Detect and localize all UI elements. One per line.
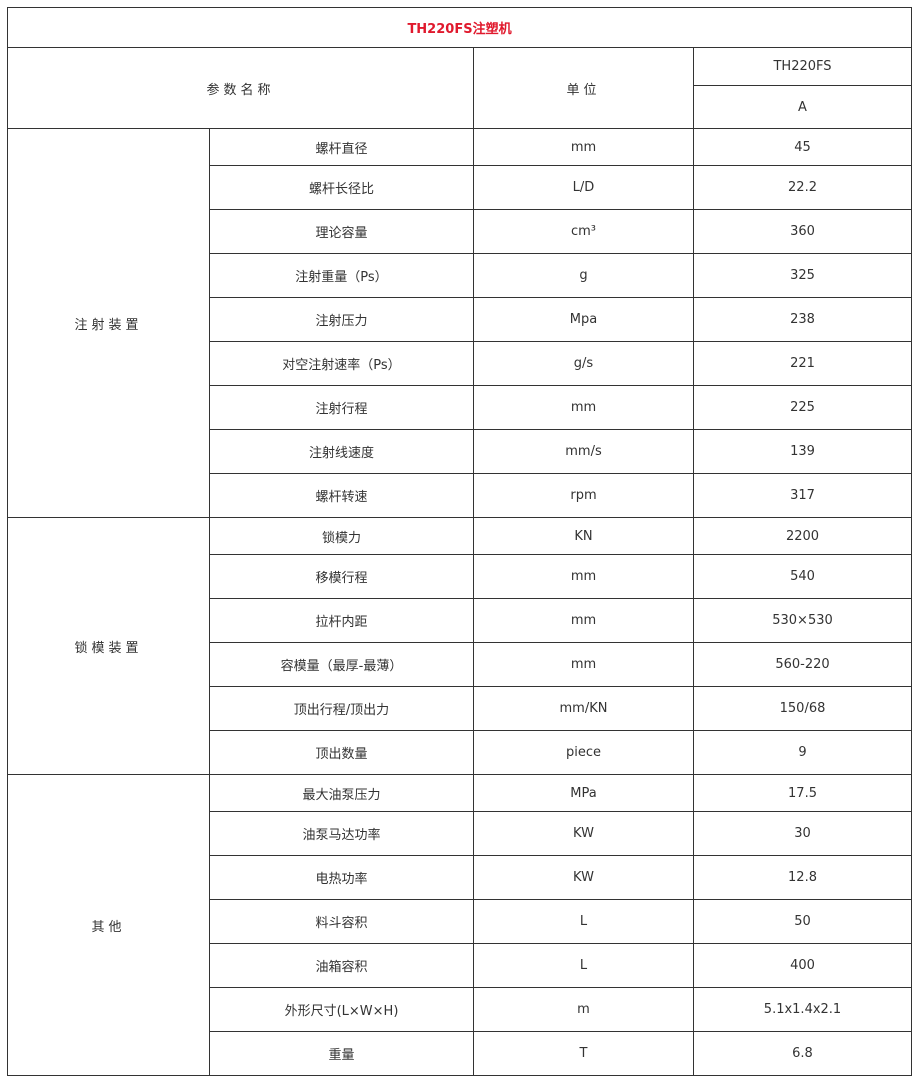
unit-cell: T	[473, 1031, 694, 1076]
param-cell: 锁模力	[209, 517, 474, 555]
value-cell: 221	[692, 341, 913, 386]
param-cell: 料斗容积	[209, 899, 474, 944]
value-cell: 325	[692, 253, 913, 298]
spec-table: TH220FS注塑机 参数名称 单位 TH220FS A 注射装置 螺杆直径 mm 4…	[6, 7, 913, 1076]
table-row: 锁模装置 锁模力 KN 2200	[7, 517, 913, 775]
unit-cell: mm	[473, 642, 694, 687]
unit-cell: piece	[473, 730, 694, 775]
table-row: 料斗容积 L 50	[8, 899, 913, 944]
param-cell: 注射压力	[209, 297, 474, 342]
table-row: 注射重量（Ps） g 325	[8, 253, 913, 298]
unit-cell: L	[473, 943, 694, 988]
value-cell: 2200	[692, 517, 913, 555]
group-name: 锁模装置	[7, 517, 210, 775]
header-variant: A	[692, 85, 913, 129]
header-param-name: 参数名称	[7, 47, 474, 129]
param-cell: 注射重量（Ps）	[209, 253, 474, 298]
value-cell: 17.5	[692, 774, 913, 812]
unit-cell: KW	[473, 855, 694, 900]
table-row: 容模量（最厚-最薄） mm 560-220	[8, 642, 913, 687]
value-cell: 6.8	[692, 1031, 913, 1076]
table-row: 理论容量 cm³ 360	[8, 209, 913, 254]
param-cell: 重量	[209, 1031, 474, 1076]
param-cell: 螺杆长径比	[209, 165, 474, 210]
value-cell: 45	[692, 128, 913, 166]
unit-cell: m	[473, 987, 694, 1032]
value-cell: 317	[692, 473, 913, 518]
unit-cell: mm	[473, 385, 694, 430]
unit-cell: g	[473, 253, 694, 298]
value-cell: 225	[692, 385, 913, 430]
param-cell: 螺杆转速	[209, 473, 474, 518]
unit-cell: rpm	[473, 473, 694, 518]
param-cell: 注射行程	[209, 385, 474, 430]
table-row: 螺杆长径比 L/D 22.2	[8, 165, 913, 210]
param-cell: 顶出行程/顶出力	[209, 686, 474, 731]
unit-cell: Mpa	[473, 297, 694, 342]
value-cell: 540	[692, 554, 913, 599]
param-cell: 油箱容积	[209, 943, 474, 988]
value-cell: 30	[692, 811, 913, 856]
value-cell: 560-220	[692, 642, 913, 687]
param-cell: 电热功率	[209, 855, 474, 900]
table-row: 顶出数量 piece 9	[8, 730, 913, 775]
unit-cell: mm/KN	[473, 686, 694, 731]
value-cell: 530×530	[692, 598, 913, 643]
unit-cell: L/D	[473, 165, 694, 210]
param-cell: 拉杆内距	[209, 598, 474, 643]
param-cell: 对空注射速率（Ps）	[209, 341, 474, 386]
unit-cell: MPa	[473, 774, 694, 812]
param-cell: 最大油泵压力	[209, 774, 474, 812]
group-name: 其他	[7, 774, 210, 1076]
unit-cell: mm	[473, 128, 694, 166]
param-cell: 注射线速度	[209, 429, 474, 474]
table-row: 注射压力 Mpa 238	[8, 297, 913, 342]
unit-cell: mm	[473, 554, 694, 599]
table-row: 重量 T 6.8	[8, 1031, 913, 1076]
value-cell: 150/68	[692, 686, 913, 731]
unit-cell: mm/s	[473, 429, 694, 474]
value-cell: 22.2	[692, 165, 913, 210]
param-cell: 理论容量	[209, 209, 474, 254]
table-row: 油箱容积 L 400	[8, 943, 913, 988]
table-row: 外形尺寸(L×W×H) m 5.1x1.4x2.1	[8, 987, 913, 1032]
table-title: TH220FS注塑机	[6, 7, 913, 48]
param-cell: 螺杆直径	[209, 128, 474, 166]
value-cell: 9	[692, 730, 913, 775]
value-cell: 50	[692, 899, 913, 944]
header-model: TH220FS	[692, 47, 913, 86]
param-cell: 油泵马达功率	[209, 811, 474, 856]
value-cell: 139	[692, 429, 913, 474]
param-cell: 移模行程	[209, 554, 474, 599]
table-row: 油泵马达功率 KW 30	[8, 811, 913, 856]
table-row: 注射装置 螺杆直径 mm 45	[7, 128, 913, 518]
unit-cell: L	[473, 899, 694, 944]
value-cell: 238	[692, 297, 913, 342]
param-cell: 容模量（最厚-最薄）	[209, 642, 474, 687]
unit-cell: g/s	[473, 341, 694, 386]
unit-cell: KW	[473, 811, 694, 856]
table-row: 其他 最大油泵压力 MPa 17.5	[7, 774, 913, 1076]
value-cell: 400	[692, 943, 913, 988]
value-cell: 360	[692, 209, 913, 254]
param-cell: 顶出数量	[209, 730, 474, 775]
unit-cell: mm	[473, 598, 694, 643]
table-row: 注射行程 mm 225	[8, 385, 913, 430]
unit-cell: KN	[473, 517, 694, 555]
param-cell: 外形尺寸(L×W×H)	[209, 987, 474, 1032]
value-cell: 12.8	[692, 855, 913, 900]
value-cell: 5.1x1.4x2.1	[692, 987, 913, 1032]
header-unit: 单位	[473, 47, 694, 129]
group-name: 注射装置	[7, 128, 210, 518]
unit-cell: cm³	[473, 209, 694, 254]
